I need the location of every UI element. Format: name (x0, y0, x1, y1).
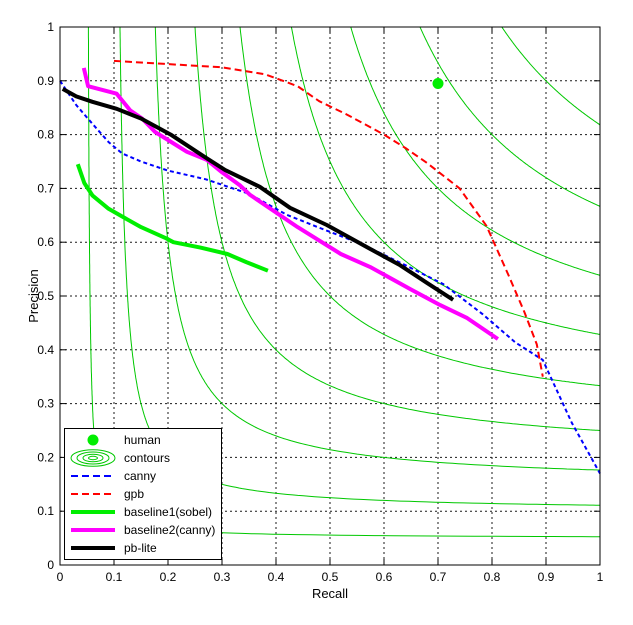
x-tick-label: 0.8 (484, 570, 501, 584)
legend-marker-thick-line-icon (70, 503, 116, 521)
y-tick-label: 0 (47, 558, 54, 572)
legend-item-gpb: gpb (70, 485, 221, 503)
series-canny (59, 80, 601, 474)
y-tick-label: 0.9 (37, 74, 54, 88)
x-tick-label: 0.9 (538, 570, 555, 584)
y-tick-label: 0.6 (37, 235, 54, 249)
legend-label: gpb (124, 487, 145, 501)
contour-level-0.5 (239, 26, 601, 387)
legend-item-baseline1-sobel-: baseline1(sobel) (70, 503, 221, 521)
contour-level-0.6 (290, 26, 600, 335)
legend-item-baseline2-canny-: baseline2(canny) (70, 521, 221, 539)
contour-level-0.9 (501, 26, 601, 126)
series-baseline1-sobel- (75, 163, 269, 273)
legend-label: canny (124, 469, 157, 483)
series-pb-lite (61, 87, 455, 302)
x-tick-label: 0.4 (268, 570, 285, 584)
legend-marker-dashed-line-icon (70, 485, 116, 503)
legend: human contours canny gpb baseline1(sobel) bas… (64, 428, 222, 560)
legend-marker-dashed-line-icon (70, 467, 116, 485)
legend-item-human: human (70, 431, 221, 449)
legend-marker-dot-icon (70, 431, 116, 449)
x-axis-label: Recall (312, 586, 348, 601)
contour-level-0.7 (350, 26, 601, 276)
series-gpb (113, 59, 544, 377)
x-tick-label: 0.2 (160, 570, 177, 584)
y-tick-label: 0.8 (37, 128, 54, 142)
series-baseline2-canny- (81, 67, 500, 341)
legend-label: contours (124, 451, 171, 465)
legend-item-pb-lite: pb-lite (70, 539, 221, 557)
legend-item-contours: contours (70, 449, 221, 467)
y-tick-label: 0.7 (37, 181, 54, 195)
x-tick-label: 0.1 (106, 570, 123, 584)
x-tick-label: 1 (597, 570, 604, 584)
contour-level-0.3 (154, 26, 600, 471)
legend-label: pb-lite (124, 541, 157, 555)
legend-marker-thick-line-icon (70, 521, 116, 539)
x-tick-label: 0.3 (214, 570, 231, 584)
legend-label: baseline2(canny) (124, 523, 216, 537)
x-tick-label: 0.5 (322, 570, 339, 584)
legend-label: baseline1(sobel) (124, 505, 213, 519)
y-axis-label: Precision (26, 269, 41, 322)
y-tick-label: 0.1 (37, 504, 54, 518)
y-tick-label: 1 (47, 20, 54, 34)
point-human (432, 77, 444, 89)
x-tick-label: 0 (57, 570, 64, 584)
contour-level-0.4 (194, 26, 600, 431)
y-tick-label: 0.2 (37, 450, 54, 464)
x-tick-label: 0.6 (376, 570, 393, 584)
legend-item-canny: canny (70, 467, 221, 485)
x-tick-label: 0.7 (430, 570, 447, 584)
legend-marker-rings-icon (70, 449, 116, 467)
y-tick-label: 0.4 (37, 343, 54, 357)
legend-label: human (124, 433, 161, 447)
y-tick-label: 0.3 (37, 397, 54, 411)
legend-marker-thick-line-icon (70, 539, 116, 557)
contour-level-0.2 (119, 27, 600, 506)
contour-level-0.8 (419, 26, 601, 207)
y-tick-label: 0.5 (37, 289, 54, 303)
